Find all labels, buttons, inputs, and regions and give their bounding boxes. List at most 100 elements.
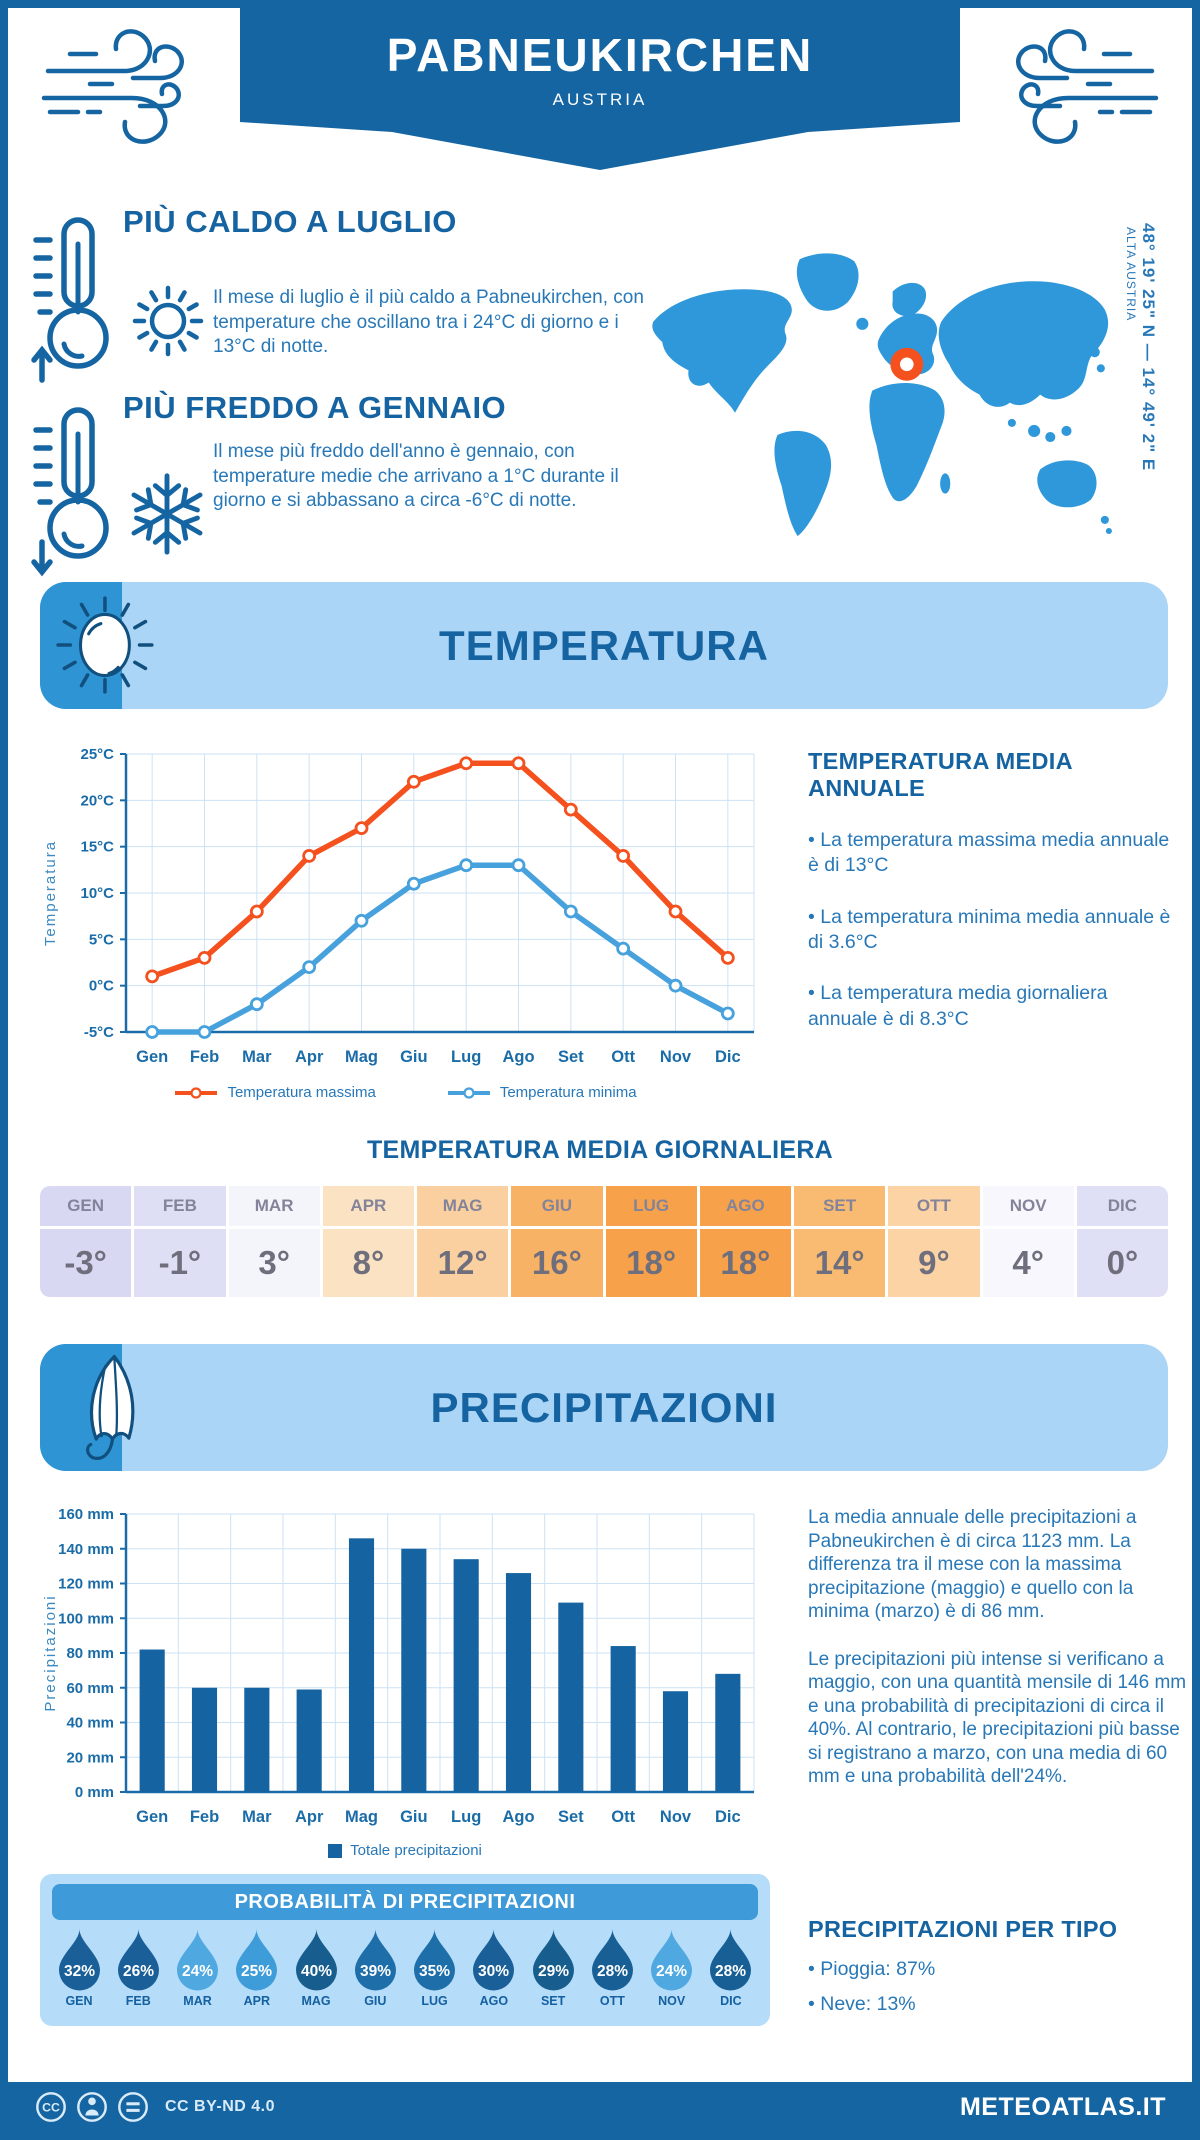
cc-icon: CC: [36, 2092, 66, 2122]
svg-text:24%: 24%: [656, 1963, 687, 1980]
svg-text:Gen: Gen: [136, 1048, 168, 1066]
svg-text:Dic: Dic: [715, 1808, 741, 1826]
world-map: [652, 253, 1112, 537]
svg-text:10°C: 10°C: [80, 885, 114, 902]
footer: CC CC BY-ND 4.0 METEOATLAS.IT: [8, 2082, 1192, 2132]
daily-temp-month: APR: [322, 1186, 414, 1226]
precipitation-section-title: PRECIPITAZIONI: [430, 1383, 778, 1431]
svg-text:20°C: 20°C: [80, 792, 114, 809]
probability-droplet: 24% MAR: [173, 1928, 223, 2008]
svg-text:20 mm: 20 mm: [66, 1749, 114, 1766]
droplet-month: DIC: [720, 1994, 742, 2008]
header-banner: [240, 8, 960, 170]
probability-droplet: 39% GIU: [350, 1928, 400, 2008]
droplet-icon: 30%: [473, 1929, 515, 1991]
daily-temp-value: 4°: [982, 1229, 1074, 1297]
coldest-month-title: PIÙ FREDDO A GENNAIO: [123, 390, 507, 425]
daily-temp-cell: GEN -3°: [40, 1186, 132, 1297]
svg-text:Mag: Mag: [345, 1048, 378, 1066]
svg-text:80 mm: 80 mm: [66, 1645, 114, 1662]
svg-text:25%: 25%: [241, 1963, 272, 1980]
daily-temp-month: AGO: [699, 1186, 791, 1226]
coldest-month-text: Il mese più freddo dell'anno è gennaio, …: [213, 441, 619, 512]
daily-temp-cell: GIU 16°: [511, 1186, 603, 1297]
droplet-month: GEN: [65, 1994, 93, 2008]
droplet-icon: 29%: [532, 1929, 574, 1991]
annual-temperature-block: TEMPERATURA MEDIA ANNUALE • La temperatu…: [808, 748, 1180, 1032]
site-name: METEOATLAS.IT: [959, 2092, 1166, 2121]
droplet-icon: 40%: [295, 1929, 337, 1991]
precipitation-text-block: La media annuale delle precipitazioni a …: [808, 1506, 1192, 1813]
droplet-icon: 26%: [117, 1929, 159, 1991]
svg-text:Mar: Mar: [242, 1808, 272, 1826]
precipitation-type-block: PRECIPITAZIONI PER TIPO • Pioggia: 87% •…: [808, 1916, 1180, 2018]
legend-label: Temperatura minima: [499, 1084, 637, 1101]
svg-text:Ott: Ott: [611, 1048, 635, 1066]
daily-temp-value: 0°: [1076, 1229, 1168, 1297]
daily-temp-value: 9°: [888, 1229, 980, 1297]
precipitation-paragraph: Le precipitazioni più intense si verific…: [808, 1648, 1187, 1788]
annual-temperature-title: TEMPERATURA MEDIA ANNUALE: [808, 748, 1073, 801]
page-title: PABNEUKIRCHEN: [386, 29, 814, 81]
hottest-month-text: Il mese di luglio è il più caldo a Pabne…: [213, 287, 644, 358]
svg-text:Apr: Apr: [295, 1048, 324, 1066]
svg-text:Gen: Gen: [136, 1808, 168, 1826]
daily-temp-month: FEB: [134, 1186, 226, 1226]
droplet-icon: 28%: [591, 1929, 633, 1991]
svg-text:28%: 28%: [715, 1963, 746, 1980]
droplet-month: OTT: [599, 1994, 625, 2008]
coordinates-block: 48° 19' 25" N — 14° 49' 2" E ALTA AUSTRI…: [1124, 223, 1158, 553]
no-derivatives-icon: [118, 2092, 148, 2122]
svg-text:Mag: Mag: [345, 1808, 378, 1826]
daily-temp-cell: DIC 0°: [1076, 1186, 1168, 1297]
license-icons: CC CC BY-ND 4.0: [34, 2090, 275, 2124]
daily-temp-value: 14°: [794, 1229, 886, 1297]
svg-text:Feb: Feb: [190, 1048, 219, 1066]
daily-temp-month: DIC: [1076, 1186, 1168, 1226]
sun-banner-icon: [56, 596, 154, 694]
daily-temperature-table: GEN -3° FEB -1° MAR 3° APR 8° MAG 12° GIU 16° LUG 18°…: [40, 1186, 1168, 1297]
probability-droplet: 25% APR: [232, 1928, 282, 2008]
probability-title: PROBABILITÀ DI PRECIPITAZIONI: [52, 1884, 758, 1920]
legend-marker-icon: [175, 1086, 218, 1099]
temperature-section-title: TEMPERATURA: [439, 621, 769, 669]
precipitation-type-title: PRECIPITAZIONI PER TIPO: [808, 1916, 1118, 1942]
svg-text:60 mm: 60 mm: [66, 1680, 114, 1697]
daily-temp-value: 16°: [511, 1229, 603, 1297]
daily-temp-month: MAG: [417, 1186, 509, 1226]
legend-item: Temperatura massima: [173, 1084, 376, 1101]
temperature-chart-legend: Temperatura massima Temperatura minima: [40, 1084, 770, 1101]
daily-temp-cell: MAG 12°: [417, 1186, 509, 1297]
daily-temp-cell: LUG 18°: [605, 1186, 697, 1297]
droplet-icon: 24%: [177, 1929, 219, 1991]
legend-item: Temperatura minima: [446, 1084, 637, 1101]
daily-temp-month: GEN: [40, 1186, 132, 1226]
svg-text:Lug: Lug: [451, 1048, 481, 1066]
daily-temperature-title: TEMPERATURA MEDIA GIORNALIERA: [366, 1136, 834, 1164]
daily-temp-month: LUG: [605, 1186, 697, 1226]
droplet-month: APR: [243, 1994, 270, 2008]
svg-text:28%: 28%: [597, 1963, 628, 1980]
probability-droplet: 30% AGO: [469, 1928, 519, 2008]
precipitation-chart-legend: Totale precipitazioni: [40, 1842, 770, 1859]
daily-temp-value: 18°: [699, 1229, 791, 1297]
svg-text:100 mm: 100 mm: [58, 1610, 114, 1627]
svg-text:Mar: Mar: [242, 1048, 272, 1066]
svg-text:Feb: Feb: [190, 1808, 219, 1826]
droplet-icon: 32%: [58, 1929, 100, 1991]
probability-droplet: 28% OTT: [587, 1928, 637, 2008]
svg-text:30%: 30%: [478, 1963, 509, 1980]
page-subtitle: AUSTRIA: [552, 90, 648, 109]
wind-icon: [1016, 29, 1159, 144]
svg-text:CC: CC: [42, 2101, 60, 2115]
daily-temp-month: OTT: [888, 1186, 980, 1226]
svg-text:32%: 32%: [63, 1963, 94, 1980]
annual-bullet: • La temperatura media giornaliera annua…: [808, 982, 1108, 1030]
daily-temp-cell: FEB -1°: [134, 1186, 226, 1297]
probability-droplet: 35% LUG: [410, 1928, 460, 2008]
snowflake-icon: [131, 473, 203, 555]
droplet-month: SET: [540, 1994, 566, 2008]
temperature-banner: TEMPERATURA: [40, 582, 1168, 709]
precipitation-banner: PRECIPITAZIONI: [40, 1344, 1168, 1471]
svg-text:Set: Set: [558, 1808, 584, 1826]
